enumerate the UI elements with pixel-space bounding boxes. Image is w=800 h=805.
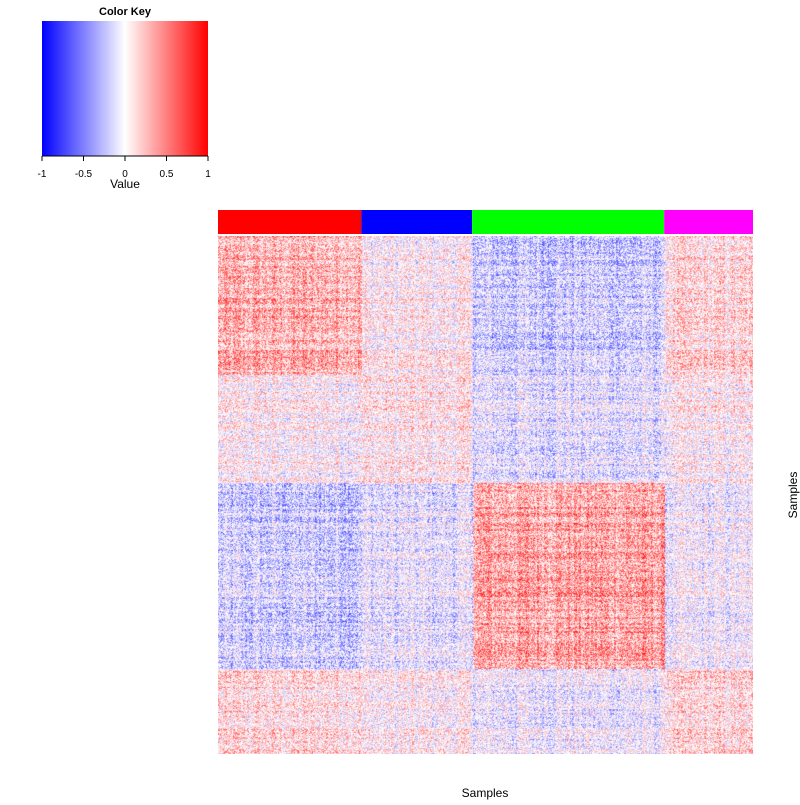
group-color-bar <box>218 210 753 234</box>
group-magenta-bar <box>664 210 753 234</box>
color-key-tick-label-1: -0.5 <box>75 169 93 180</box>
group-green-bar <box>472 210 665 234</box>
group-blue-bar <box>361 210 473 234</box>
color-key-tick-label-2: 0 <box>122 169 128 180</box>
x-axis-label: Samples <box>462 786 509 800</box>
color-key-tick-label-0: -1 <box>38 169 47 180</box>
color-key-value-label: Value <box>110 177 140 191</box>
heatmap-matrix <box>218 236 753 754</box>
color-key-title: Color Key <box>99 6 152 18</box>
color-key: Color Key -1 -0.5 0 0.5 1 Value <box>38 6 212 191</box>
color-key-ticks: -1 -0.5 0 0.5 1 <box>38 156 211 180</box>
group-red-bar <box>218 210 362 234</box>
color-key-tick-label-3: 0.5 <box>160 169 174 180</box>
y-axis-label: Samples <box>786 472 800 519</box>
color-key-gradient <box>42 21 208 156</box>
color-key-tick-label-4: 1 <box>205 169 211 180</box>
